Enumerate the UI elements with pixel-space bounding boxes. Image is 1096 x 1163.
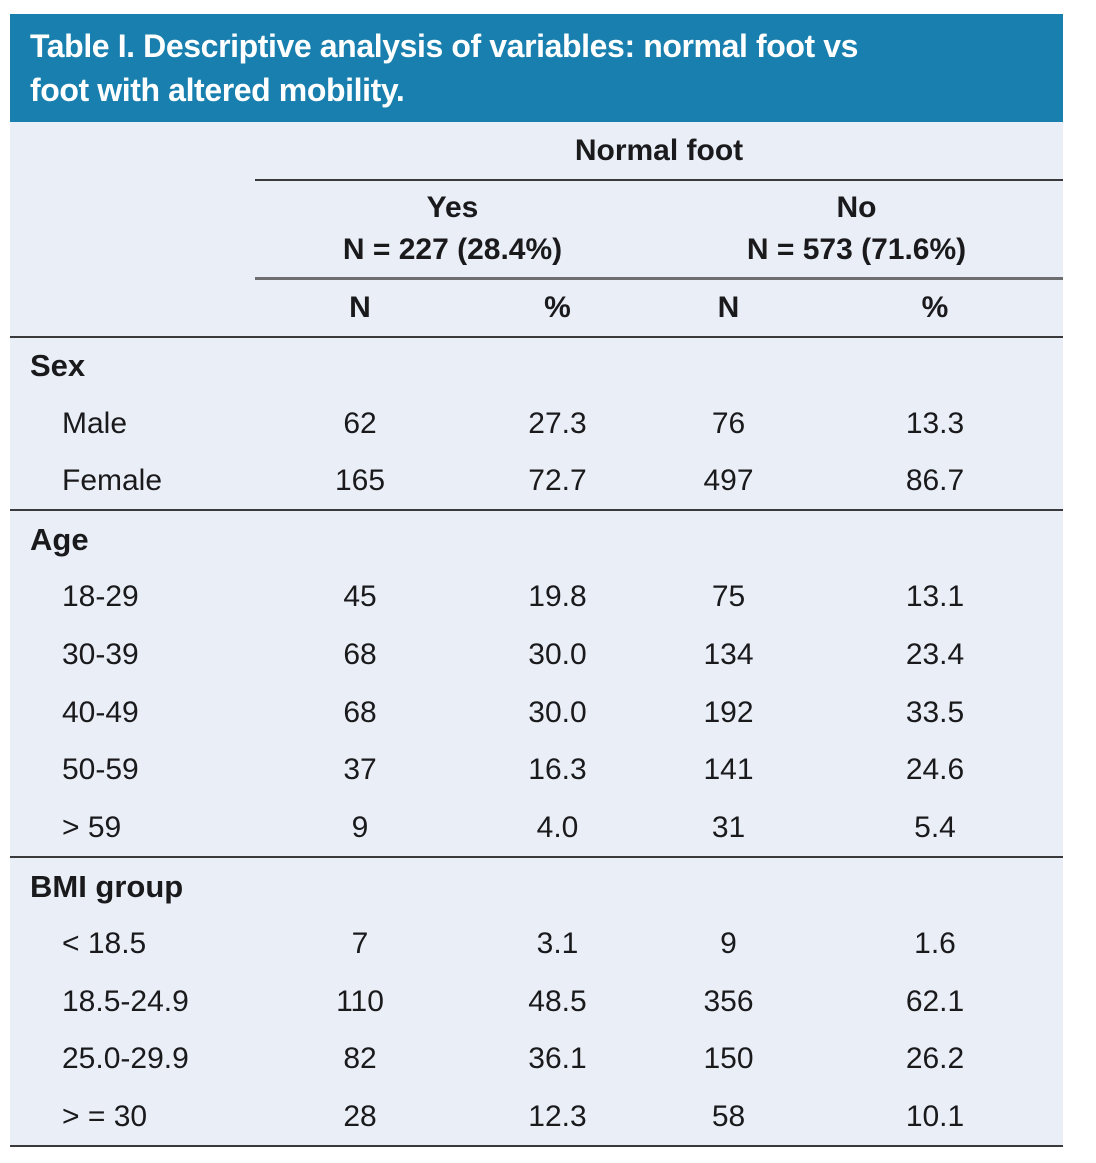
cell-pct-no: 13.1 [905,580,965,614]
cell-pct-no: 86.7 [905,463,965,497]
cell-n-no: 192 [703,695,754,729]
group-header-normal-foot: Normal foot [255,122,1064,181]
table-title-line2: foot with altered mobility. [30,72,405,108]
cell-pct-no: 62.1 [905,984,965,1018]
cell-pct-yes: 27.3 [528,406,587,440]
col-header-n-no: N [650,278,807,338]
table-row: > 59 9 4.0 31 5.4 [10,799,1063,857]
cell-pct-yes: 36.1 [528,1042,587,1076]
table-row: 30-39 68 30.0 134 23.4 [10,626,1063,684]
section-name: Age [10,509,1064,569]
cell-n-yes: 165 [334,463,386,497]
cell-n-yes: 68 [343,637,377,671]
table-head: Normal foot Yes N = 227 (28.4%) No N = 5… [10,122,1064,338]
cell-pct-yes: 30.0 [528,695,587,729]
cell-n-yes: 82 [343,1042,377,1076]
section-name: Sex [10,336,1064,395]
row-label: Male [62,406,128,440]
subheader-yes-label: Yes [426,190,479,224]
row-label: < 18.5 [62,926,147,960]
cell-pct-yes: 48.5 [528,984,587,1018]
table-row: 25.0-29.9 82 36.1 150 26.2 [10,1031,1063,1089]
row-label: 50-59 [62,753,139,787]
cell-n-yes: 37 [343,753,377,787]
row-label: 30-39 [62,637,139,671]
cell-pct-no: 23.4 [905,637,965,671]
table-row: 50-59 37 16.3 141 24.6 [10,742,1063,800]
cell-pct-yes: 12.3 [465,1088,650,1148]
subheader-yes-cell: Yes N = 227 (28.4%) [255,180,650,280]
cell-n-yes: 45 [343,580,377,614]
cell-n-no: 76 [711,406,746,440]
group-header-row: Normal foot [10,122,1064,181]
table-figure: Table I. Descriptive analysis of variabl… [10,14,1064,1148]
table-title-bar: Table I. Descriptive analysis of variabl… [10,14,1063,122]
cell-n-no: 31 [711,810,746,844]
cell-pct-no: 24.6 [905,753,965,787]
table-row: 40-49 68 30.0 192 33.5 [10,684,1063,742]
cell-n-no: 141 [703,753,754,787]
spacer-cell [10,122,255,180]
cell-n-yes: 110 [336,984,384,1018]
cell-pct-yes: 4.0 [536,810,579,844]
col-header-n-yes: N [255,278,465,338]
cell-n-no: 58 [650,1088,807,1148]
column-headers-row: N % N % [10,278,1064,338]
cell-n-no: 134 [703,637,754,671]
cell-n-no: 75 [711,580,746,614]
row-label: > = 30 [10,1088,255,1148]
cell-pct-yes: 72.7 [528,463,587,497]
cell-pct-yes: 19.8 [528,580,587,614]
cell-pct-no: 13.3 [905,406,965,440]
cell-n-no: 9 [720,926,737,960]
cell-pct-yes: 16.3 [528,753,587,787]
spacer-cell [10,278,255,338]
cell-pct-no: 5.4 [914,810,956,844]
section-header-row: Sex [10,336,1064,395]
row-label: 18-29 [62,580,139,614]
descriptive-table: Normal foot Yes N = 227 (28.4%) No N = 5… [10,122,1064,1148]
cell-n-no: 356 [703,984,754,1018]
subheader-yes-count: N = 227 (28.4%) [342,232,563,266]
cell-n-yes: 68 [343,695,377,729]
subheader-no-label: No [836,190,877,224]
table-body: Sex Male 62 27.3 76 13.3 Female 165 72.7… [10,336,1064,1148]
table-row: 18-29 45 19.8 75 13.1 [10,568,1063,626]
table-row: Female 165 72.7 497 86.7 [10,453,1063,511]
cell-pct-no: 26.2 [905,1042,965,1076]
cell-pct-yes: 30.0 [528,637,587,671]
cell-pct-no: 1.6 [914,926,956,960]
cell-pct-no: 33.5 [905,695,965,729]
section-name: BMI group [10,856,1064,915]
table-title-line1: Table I. Descriptive analysis of variabl… [30,28,859,64]
spacer-cell [10,180,255,278]
cell-pct-yes: 3.1 [536,926,579,960]
cell-n-no: 497 [703,463,754,497]
row-label: 18.5-24.9 [62,984,189,1018]
subheader-row: Yes N = 227 (28.4%) No N = 573 (71.6%) [10,180,1064,280]
subheader-no-count: N = 573 (71.6%) [746,232,967,266]
row-label: 40-49 [62,695,139,729]
col-header-pct-no: % [807,278,1064,338]
row-label: 25.0-29.9 [62,1042,189,1076]
cell-n-no: 150 [703,1042,754,1076]
table-row: Male 62 27.3 76 13.3 [10,395,1063,453]
col-header-pct-yes: % [465,278,650,338]
cell-n-yes: 7 [351,926,369,960]
cell-n-yes: 28 [255,1088,465,1148]
row-label: > 59 [62,810,122,844]
cell-n-yes: 9 [351,810,369,844]
subheader-no-cell: No N = 573 (71.6%) [650,180,1064,280]
table-row: > = 30 28 12.3 58 10.1 [10,1088,1064,1148]
cell-pct-no: 10.1 [807,1088,1064,1148]
table-row: < 18.5 7 3.1 9 1.6 [10,915,1063,973]
section-header-row: BMI group [10,856,1064,915]
table-row: 18.5-24.9 110 48.5 356 62.1 [10,973,1063,1031]
cell-n-yes: 62 [343,406,377,440]
section-header-row: Age [10,509,1064,569]
row-label: Female [62,463,163,497]
